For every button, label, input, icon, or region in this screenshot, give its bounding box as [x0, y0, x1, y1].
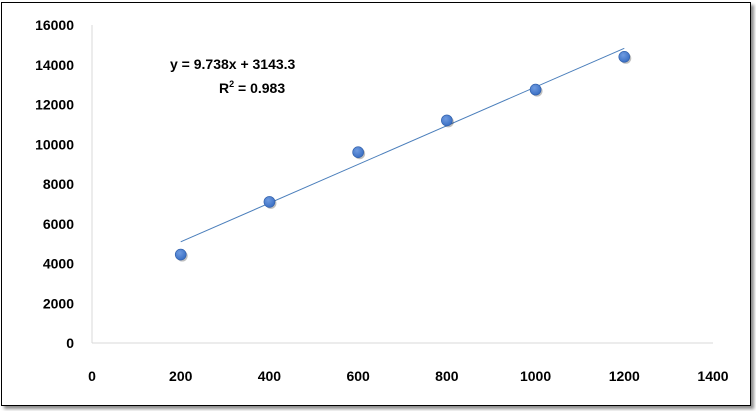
r-squared-superscript: 2	[229, 79, 234, 89]
trendline-annotation: y = 9.738x + 3143.3 R2 = 0.983	[170, 56, 296, 96]
axes	[91, 25, 713, 344]
x-tick-label: 200	[169, 368, 193, 384]
y-tick-label: 0	[66, 335, 74, 351]
y-tick-label: 8000	[43, 176, 74, 192]
y-tick-label: 16000	[35, 17, 74, 33]
r-squared-label: R2 = 0.983	[219, 79, 285, 96]
y-tick-label: 4000	[43, 256, 74, 272]
scatter-chart: 0 2000 4000 6000 8000 10000 12000 14000 16000 0 20…	[35, 17, 729, 384]
data-point	[174, 248, 187, 261]
trendline-layer	[180, 47, 625, 243]
y-tick-label: 14000	[35, 57, 74, 73]
data-point	[263, 196, 276, 208]
data-point	[352, 146, 364, 158]
y-tick-label: 6000	[43, 216, 74, 232]
x-tick-label: 0	[88, 368, 96, 384]
x-tick-label: 1400	[697, 368, 728, 384]
data-point	[529, 83, 542, 96]
x-tick-label: 800	[435, 368, 459, 384]
r-squared-value: = 0.983	[234, 80, 285, 96]
y-tick-label: 12000	[35, 97, 74, 113]
trendline	[180, 47, 625, 243]
y-tick-label: 10000	[35, 136, 74, 152]
r-squared-prefix: R	[219, 80, 229, 96]
x-tick-label: 1000	[520, 368, 551, 384]
data-points	[174, 50, 632, 262]
data-point	[618, 50, 631, 63]
x-tick-label: 400	[258, 368, 282, 384]
x-tick-label: 600	[346, 368, 370, 384]
tick-labels: 0 2000 4000 6000 8000 10000 12000 14000 16000 0 20…	[35, 17, 729, 384]
y-tick-label: 2000	[43, 295, 74, 311]
x-tick-label: 1200	[609, 368, 640, 384]
trendline-equation: y = 9.738x + 3143.3	[170, 56, 296, 72]
chart-frame: 0 2000 4000 6000 8000 10000 12000 14000 16000 0 20…	[1, 2, 751, 406]
data-point	[441, 114, 453, 127]
